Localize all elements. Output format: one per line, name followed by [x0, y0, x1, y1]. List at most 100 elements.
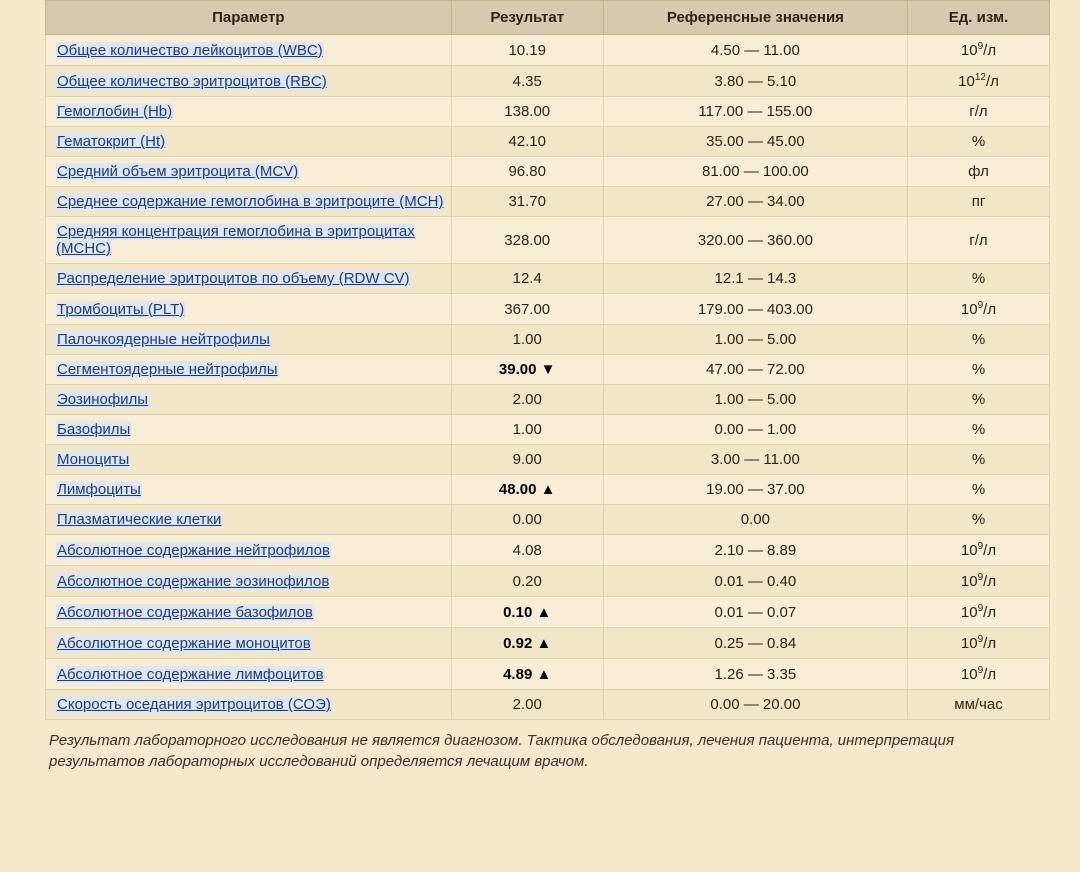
param-cell: Абсолютное содержание моноцитов [46, 628, 452, 659]
param-cell: Сегментоядерные нейтрофилы [46, 355, 452, 385]
reference-cell: 0.01 — 0.40 [603, 566, 907, 597]
reference-cell: 0.00 — 1.00 [603, 415, 907, 445]
table-row: Моноциты 9.003.00 — 11.00% [46, 445, 1050, 475]
param-link[interactable]: Палочкоядерные нейтрофилы [56, 331, 271, 348]
results-table: Параметр Результат Референсные значения … [45, 0, 1050, 720]
table-row: Гематокрит (Ht)42.1035.00 — 45.00% [46, 127, 1050, 157]
reference-cell: 81.00 — 100.00 [603, 157, 907, 187]
param-link[interactable]: Плазматические клетки [56, 511, 222, 528]
param-link[interactable]: Распределение эритроцитов по объему (RDW… [56, 270, 411, 287]
unit-cell: % [908, 385, 1050, 415]
table-row: Абсолютное содержание нейтрофилов4.082.1… [46, 535, 1050, 566]
table-row: Скорость оседания эритроцитов (СОЭ)2.000… [46, 690, 1050, 720]
param-link[interactable]: Скорость оседания эритроцитов (СОЭ) [56, 696, 332, 713]
param-cell: Распределение эритроцитов по объему (RDW… [46, 264, 452, 294]
result-cell: 0.10 ▲ [451, 597, 603, 628]
disclaimer-text: Результат лабораторного исследования не … [49, 730, 1046, 772]
param-link[interactable]: Лимфоциты [56, 481, 142, 498]
result-cell: 4.08 [451, 535, 603, 566]
result-cell: 1.00 [451, 415, 603, 445]
unit-cell: пг [908, 187, 1050, 217]
param-link[interactable]: Абсолютное содержание нейтрофилов [56, 542, 331, 559]
table-row: Абсолютное содержание эозинофилов0.200.0… [46, 566, 1050, 597]
param-link[interactable]: Абсолютное содержание эозинофилов [56, 573, 330, 590]
param-cell: Палочкоядерные нейтрофилы [46, 325, 452, 355]
param-cell: Базофилы [46, 415, 452, 445]
table-row: Гемоглобин (Hb) 138.00117.00 — 155.00г/л [46, 97, 1050, 127]
table-row: Эозинофилы2.001.00 — 5.00% [46, 385, 1050, 415]
result-cell: 328.00 [451, 217, 603, 264]
reference-cell: 47.00 — 72.00 [603, 355, 907, 385]
unit-cell: % [908, 445, 1050, 475]
unit-cell: % [908, 475, 1050, 505]
unit-cell: % [908, 264, 1050, 294]
reference-cell: 1.00 — 5.00 [603, 325, 907, 355]
param-link[interactable]: Абсолютное содержание лимфоцитов [56, 666, 325, 683]
unit-cell: % [908, 505, 1050, 535]
result-cell: 9.00 [451, 445, 603, 475]
table-row: Общее количество лейкоцитов (WBC) 10.194.… [46, 35, 1050, 66]
param-cell: Общее количество лейкоцитов (WBC) [46, 35, 452, 66]
table-row: Лимфоциты 48.00 ▲19.00 — 37.00% [46, 475, 1050, 505]
table-row: Абсолютное содержание моноцитов0.92 ▲0.2… [46, 628, 1050, 659]
unit-cell: % [908, 325, 1050, 355]
table-row: Абсолютное содержание базофилов0.10 ▲0.0… [46, 597, 1050, 628]
result-cell: 48.00 ▲ [451, 475, 603, 505]
param-link[interactable]: Гемоглобин (Hb) [56, 103, 173, 120]
reference-cell: 320.00 — 360.00 [603, 217, 907, 264]
table-row: Средняя концентрация гемоглобина в эритр… [46, 217, 1050, 264]
param-cell: Среднее содержание гемоглобина в эритроц… [46, 187, 452, 217]
result-cell: 0.92 ▲ [451, 628, 603, 659]
param-link[interactable]: Средняя концентрация гемоглобина в эритр… [56, 223, 415, 257]
param-cell: Тромбоциты (PLT) [46, 294, 452, 325]
unit-cell: 109/л [908, 659, 1050, 690]
param-cell: Гематокрит (Ht) [46, 127, 452, 157]
param-cell: Абсолютное содержание эозинофилов [46, 566, 452, 597]
table-row: Тромбоциты (PLT)367.00179.00 — 403.00109… [46, 294, 1050, 325]
result-cell: 42.10 [451, 127, 603, 157]
unit-cell: 1012/л [908, 66, 1050, 97]
param-cell: Общее количество эритроцитов (RBC) [46, 66, 452, 97]
result-cell: 0.00 [451, 505, 603, 535]
param-link[interactable]: Сегментоядерные нейтрофилы [56, 361, 279, 378]
param-link[interactable]: Общее количество лейкоцитов (WBC) [56, 42, 324, 59]
reference-cell: 19.00 — 37.00 [603, 475, 907, 505]
param-link[interactable]: Абсолютное содержание моноцитов [56, 635, 312, 652]
unit-cell: % [908, 415, 1050, 445]
table-row: Общее количество эритроцитов (RBC) 4.353.… [46, 66, 1050, 97]
param-cell: Средний объем эритроцита (MCV) [46, 157, 452, 187]
result-cell: 4.35 [451, 66, 603, 97]
reference-cell: 3.80 — 5.10 [603, 66, 907, 97]
param-link[interactable]: Тромбоциты (PLT) [56, 301, 185, 318]
param-link[interactable]: Средний объем эритроцита (MCV) [56, 163, 299, 180]
table-row: Распределение эритроцитов по объему (RDW… [46, 264, 1050, 294]
table-row: Сегментоядерные нейтрофилы39.00 ▼47.00 —… [46, 355, 1050, 385]
param-link[interactable]: Эозинофилы [56, 391, 149, 408]
param-cell: Гемоглобин (Hb) [46, 97, 452, 127]
param-link[interactable]: Моноциты [56, 451, 130, 468]
table-row: Палочкоядерные нейтрофилы1.001.00 — 5.00… [46, 325, 1050, 355]
table-row: Средний объем эритроцита (MCV)96.8081.00… [46, 157, 1050, 187]
unit-cell: г/л [908, 217, 1050, 264]
result-cell: 12.4 [451, 264, 603, 294]
unit-cell: 109/л [908, 628, 1050, 659]
reference-cell: 4.50 — 11.00 [603, 35, 907, 66]
result-cell: 10.19 [451, 35, 603, 66]
unit-cell: % [908, 355, 1050, 385]
reference-cell: 3.00 — 11.00 [603, 445, 907, 475]
unit-cell: г/л [908, 97, 1050, 127]
reference-cell: 35.00 — 45.00 [603, 127, 907, 157]
param-link[interactable]: Базофилы [56, 421, 131, 438]
param-cell: Средняя концентрация гемоглобина в эритр… [46, 217, 452, 264]
reference-cell: 117.00 — 155.00 [603, 97, 907, 127]
table-row: Среднее содержание гемоглобина в эритроц… [46, 187, 1050, 217]
reference-cell: 0.00 — 20.00 [603, 690, 907, 720]
param-link[interactable]: Общее количество эритроцитов (RBC) [56, 73, 328, 90]
param-link[interactable]: Абсолютное содержание базофилов [56, 604, 314, 621]
reference-cell: 179.00 — 403.00 [603, 294, 907, 325]
param-link[interactable]: Гематокрит (Ht) [56, 133, 166, 150]
result-cell: 138.00 [451, 97, 603, 127]
param-link[interactable]: Среднее содержание гемоглобина в эритроц… [56, 193, 444, 210]
lab-results-sheet: Параметр Результат Референсные значения … [0, 0, 1080, 792]
result-cell: 2.00 [451, 385, 603, 415]
